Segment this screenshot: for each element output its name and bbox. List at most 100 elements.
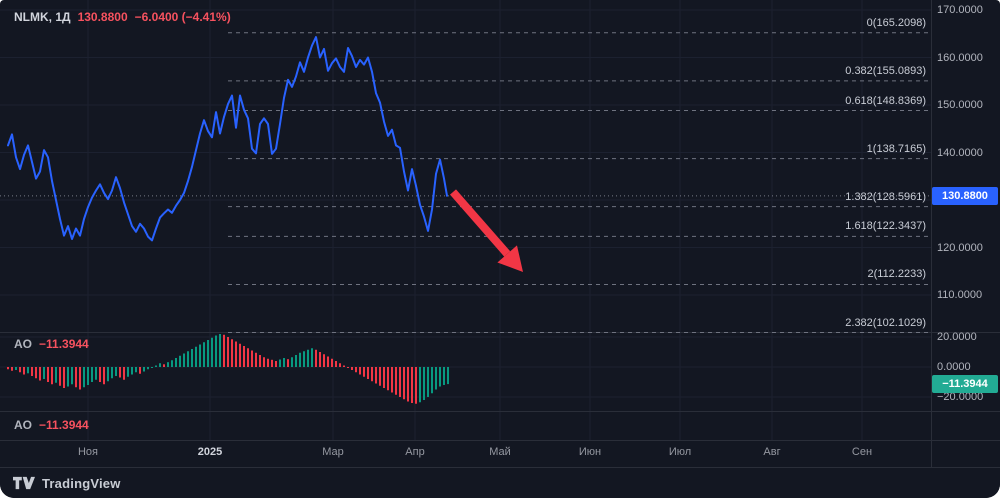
ao-histogram-bar	[415, 367, 417, 404]
time-axis-label: Мар	[322, 446, 344, 458]
chart-canvas[interactable]	[0, 0, 1000, 467]
ao-histogram-bar	[87, 367, 89, 385]
ao-histogram-bar	[155, 365, 157, 367]
ao-histogram-bar	[279, 359, 281, 367]
ao-histogram-bar	[291, 357, 293, 367]
ao-indicator-name[interactable]: AO	[14, 337, 32, 351]
symbol-name[interactable]: NLMK, 1Д	[14, 10, 71, 24]
ao-histogram-bar	[275, 361, 277, 367]
ao-histogram-bar	[423, 367, 425, 400]
ao-histogram-bar	[19, 367, 21, 373]
down-arrow-drawing[interactable]	[449, 189, 523, 272]
ao-histogram-bar	[107, 367, 109, 382]
fib-level-label[interactable]: 2.382(102.1029)	[845, 316, 926, 329]
ao-histogram-bar	[343, 365, 345, 367]
ao-histogram-bar	[235, 341, 237, 367]
fib-level-label[interactable]: 0.382(155.0893)	[845, 64, 926, 77]
time-axis-label: 2025	[197, 446, 223, 458]
ao-histogram-bar	[335, 361, 337, 367]
ao-histogram-bar	[127, 367, 129, 377]
ao-histogram-bar	[163, 364, 165, 367]
ao-histogram-bar	[15, 367, 17, 370]
ao-histogram-bar	[327, 356, 329, 367]
ao-histogram-bar	[299, 352, 301, 367]
fib-level-label[interactable]: 0.618(148.8369)	[845, 94, 926, 107]
ao-histogram-bar	[227, 337, 229, 367]
ao-histogram-bar	[195, 346, 197, 367]
footer-bar: TradingView	[0, 467, 1000, 498]
ao-histogram-bar	[63, 367, 65, 388]
ao-histogram-bar	[47, 367, 49, 382]
fib-level-label[interactable]: 1(138.7165)	[866, 142, 926, 155]
ao-histogram-bar	[295, 355, 297, 367]
ao-histogram-bar	[315, 349, 317, 367]
ao-histogram-bar	[131, 367, 133, 375]
ao-histogram-bar	[351, 367, 353, 370]
ao-histogram-bar	[319, 352, 321, 367]
ao-indicator-2-value: −11.3944	[39, 418, 89, 432]
ao-histogram-bar	[283, 358, 285, 367]
ao-histogram-bar	[139, 367, 141, 374]
ao-histogram-bar	[159, 363, 161, 367]
fib-level-label[interactable]: 1.618(122.3437)	[845, 220, 926, 233]
ao-histogram-bar	[303, 351, 305, 367]
ao-histogram-bar	[115, 367, 117, 376]
ao-histogram-bar	[183, 353, 185, 367]
fib-level-label[interactable]: 0(165.2098)	[866, 16, 926, 29]
ao-histogram-bar	[123, 367, 125, 380]
ao-histogram-bar	[103, 367, 105, 385]
ao-histogram-bar	[399, 367, 401, 397]
ao-histogram-bar	[383, 367, 385, 388]
ao-histogram-bar	[267, 358, 269, 367]
ao-histogram-bar	[211, 337, 213, 367]
ao-histogram-bar	[271, 359, 273, 367]
ao-histogram-bar	[27, 367, 29, 374]
ao-indicator-2-legend[interactable]: AO −11.3944	[14, 418, 89, 432]
ao-histogram-bar	[31, 367, 33, 376]
ao-histogram-bar	[387, 367, 389, 391]
ao-histogram-bar	[175, 358, 177, 367]
price-axis-label: 120.0000	[937, 241, 983, 254]
ao-histogram-bar	[323, 354, 325, 367]
ao-histogram-bar	[263, 357, 265, 367]
ao-histogram-bar	[391, 367, 393, 393]
ao-histogram-bar	[7, 367, 9, 370]
ao-histogram-bar	[11, 367, 13, 371]
tradingview-logo-icon[interactable]	[13, 476, 35, 490]
ao-histogram-bar	[39, 367, 41, 381]
fib-level-label[interactable]: 1.382(128.5961)	[845, 190, 926, 203]
ao-histogram-bar	[243, 346, 245, 367]
fib-level-label[interactable]: 2(112.2233)	[867, 268, 926, 281]
ao-histogram-bar	[431, 367, 433, 394]
time-axis-label: Сен	[851, 446, 873, 458]
price-line-series[interactable]	[7, 36, 448, 242]
ao-histogram-bar	[395, 367, 397, 395]
ao-histogram-bar	[447, 367, 449, 385]
ao-indicator-legend[interactable]: AO −11.3944	[14, 337, 89, 351]
ao-histogram-bar	[23, 367, 25, 375]
ao-histogram-bar	[371, 367, 373, 382]
ao-histogram-bar	[411, 367, 413, 403]
symbol-legend[interactable]: NLMK, 1Д 130.8800 −6.0400 (−4.41%)	[14, 10, 231, 24]
ao-histogram-bar	[95, 367, 97, 380]
ao-histogram-bar	[67, 367, 69, 387]
ao-histogram-bar	[79, 367, 81, 390]
ao-histogram-bar	[191, 349, 193, 367]
ao-histogram-bar	[135, 367, 137, 373]
ao-histogram-bar	[167, 362, 169, 367]
ao-histogram-bar	[71, 367, 73, 385]
ao-histogram-bar	[359, 367, 361, 375]
ao-histogram-bar	[119, 367, 121, 378]
ao-histogram-bar	[259, 355, 261, 367]
ao-histogram-bar	[75, 367, 77, 388]
ao-histogram-bar	[111, 367, 113, 379]
ao-axis-label: 20.0000	[937, 331, 977, 343]
ao-histogram-bar	[403, 367, 405, 400]
ao-histogram-bar	[55, 367, 57, 383]
ao-histogram-bar	[407, 367, 409, 402]
ao-indicator-2-name[interactable]: AO	[14, 418, 32, 432]
ao-histogram-bar	[379, 367, 381, 386]
ao-histogram-bar	[251, 350, 253, 367]
tradingview-brand-text[interactable]: TradingView	[42, 475, 121, 491]
last-price-badge: 130.8800	[932, 186, 998, 205]
